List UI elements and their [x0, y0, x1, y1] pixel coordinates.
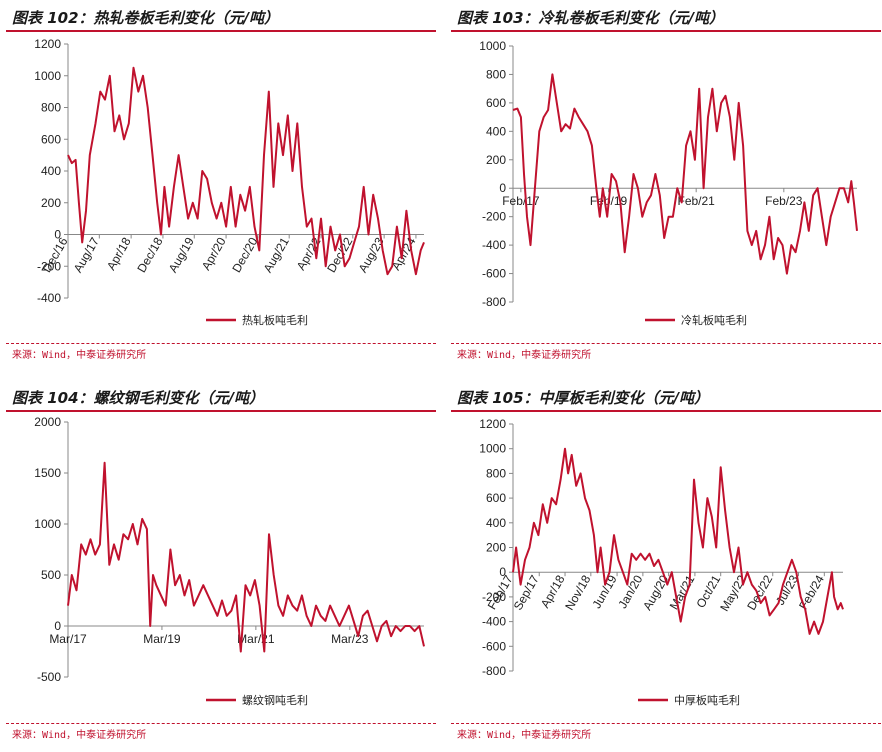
- series-line: [512, 73, 858, 275]
- y-tick-label: -800: [482, 664, 506, 678]
- y-tick-label: -400: [37, 291, 61, 305]
- y-tick-label: 0: [499, 181, 506, 195]
- y-tick-label: -200: [482, 590, 506, 604]
- series-line: [512, 447, 844, 635]
- source-rule: [6, 343, 436, 345]
- title-rule: [451, 410, 881, 412]
- y-tick-label: 1000: [34, 69, 61, 83]
- source-note: 来源：Wind，中泰证券研究所: [12, 350, 147, 361]
- y-tick-label: 800: [41, 101, 61, 115]
- x-tick-label: Mar/19: [143, 632, 181, 646]
- x-tick-label: Dec/20: [229, 235, 260, 275]
- y-tick-label: 1000: [34, 517, 61, 531]
- y-tick-label: 200: [41, 196, 61, 210]
- title-rule: [6, 30, 436, 32]
- source-rule: [451, 723, 881, 725]
- y-tick-label: 800: [486, 466, 506, 480]
- y-tick-label: 400: [486, 516, 506, 530]
- source-note: 来源：Wind，中泰证券研究所: [457, 730, 592, 741]
- y-tick-label: 0: [499, 565, 506, 579]
- chart-area: -800-600-400-200020040060080010001200Feb…: [479, 417, 844, 707]
- y-tick-label: 400: [486, 124, 506, 138]
- y-tick-label: 200: [486, 153, 506, 167]
- y-tick-label: -200: [37, 259, 61, 273]
- title-rule: [451, 30, 881, 32]
- x-tick-label: Feb/21: [677, 194, 715, 208]
- chart-title: 图表 103：冷轧卷板毛利变化（元/吨）: [457, 9, 725, 27]
- chart-panel-cold-rolled: 图表 103：冷轧卷板毛利变化（元/吨） -800 -600 -400 -200 0 20…: [451, 4, 881, 372]
- x-tick-label: Mar/23: [331, 632, 369, 646]
- x-tick-label: Aug/21: [261, 235, 292, 275]
- x-tick-label: Feb/23: [765, 194, 803, 208]
- x-tick-label: Aug/19: [166, 235, 197, 275]
- x-tick-label: Dec/18: [134, 235, 165, 275]
- title-rule: [6, 410, 436, 412]
- y-tick-label: -400: [482, 238, 506, 252]
- legend-label: 冷轧板吨毛利: [681, 313, 747, 327]
- y-tick-label: -500: [37, 670, 61, 684]
- y-tick-label: 400: [41, 164, 61, 178]
- y-tick-label: 0: [54, 619, 61, 633]
- series-line: [67, 66, 425, 276]
- chart-panel-medium-plate: 图表 105：中厚板毛利变化（元/吨） -800 -600 -400 -200 0 200…: [451, 384, 881, 752]
- y-tick-label: 600: [486, 96, 506, 110]
- y-tick-label: 1200: [479, 417, 506, 431]
- y-tick-label: 1200: [34, 37, 61, 51]
- y-tick-label: -400: [482, 615, 506, 629]
- y-tick-label: -800: [482, 295, 506, 309]
- x-tick-label: Apr/20: [199, 235, 229, 273]
- chart-title: 图表 104：螺纹钢毛利变化（元/吨）: [12, 389, 265, 407]
- chart-panel-hot-rolled: 图表 102：热轧卷板毛利变化（元/吨） -400 -200 0 200 400 600 8…: [6, 4, 436, 372]
- x-tick-label: Nov/18: [562, 572, 593, 612]
- legend-label: 螺纹钢吨毛利: [242, 693, 308, 707]
- series-line: [67, 461, 425, 653]
- y-tick-label: 0: [54, 228, 61, 242]
- x-tick-label: Mar/17: [49, 632, 87, 646]
- x-tick-label: Apr/18: [104, 235, 134, 273]
- x-tick-label: Sep/17: [511, 572, 542, 612]
- chart-panel-rebar: 图表 104：螺纹钢毛利变化（元/吨） -500 0 500 1000 1500 2000…: [6, 384, 436, 752]
- y-tick-label: 1000: [479, 442, 506, 456]
- y-tick-label: -600: [482, 639, 506, 653]
- legend-label: 中厚板吨毛利: [674, 693, 740, 707]
- x-tick-label: Mar/21: [667, 572, 698, 612]
- x-tick-label: Aug/20: [640, 572, 671, 612]
- source-rule: [6, 723, 436, 725]
- y-tick-label: 1000: [479, 39, 506, 53]
- legend-label: 热轧板吨毛利: [242, 313, 308, 327]
- chart-area: -800 -600 -400 -200 0 200 400 600 800 1000 Feb/17 F…: [479, 39, 858, 327]
- y-tick-label: 1500: [34, 466, 61, 480]
- y-tick-label: -600: [482, 267, 506, 281]
- y-tick-label: -200: [482, 210, 506, 224]
- y-tick-label: 600: [41, 132, 61, 146]
- y-tick-label: 600: [486, 491, 506, 505]
- y-tick-label: 2000: [34, 415, 61, 429]
- y-tick-label: 500: [41, 568, 61, 582]
- source-note: 来源：Wind，中泰证券研究所: [457, 350, 592, 361]
- y-tick-label: 200: [486, 541, 506, 555]
- chart-title: 图表 102：热轧卷板毛利变化（元/吨）: [12, 9, 280, 27]
- source-note: 来源：Wind，中泰证券研究所: [12, 730, 147, 741]
- x-tick-label: Aug/17: [71, 235, 102, 275]
- y-tick-label: 800: [486, 67, 506, 81]
- source-rule: [451, 343, 881, 345]
- x-tick-label: Feb/17: [502, 194, 540, 208]
- chart-title: 图表 105：中厚板毛利变化（元/吨）: [457, 389, 710, 407]
